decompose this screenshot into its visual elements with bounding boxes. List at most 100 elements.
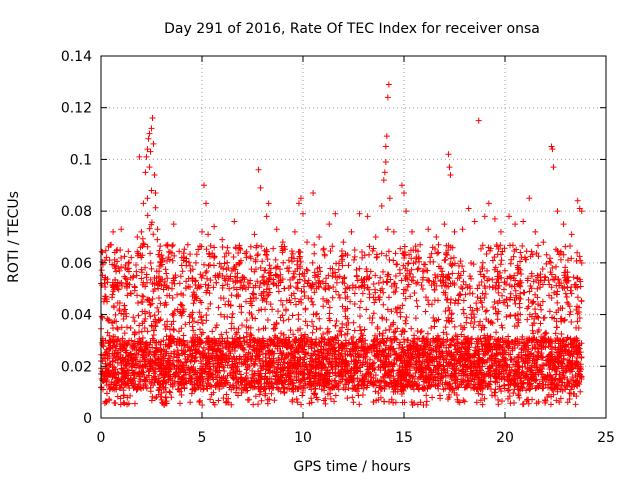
data-point — [411, 400, 418, 407]
data-point — [458, 355, 465, 362]
data-point — [415, 375, 422, 382]
data-point — [182, 371, 189, 378]
data-point — [362, 359, 369, 366]
data-point — [378, 358, 385, 365]
data-point — [443, 283, 450, 290]
data-point — [311, 289, 318, 296]
data-point — [496, 338, 503, 345]
data-point — [136, 373, 143, 380]
data-point — [502, 367, 509, 374]
data-point — [401, 243, 408, 250]
data-point — [249, 367, 256, 374]
data-point — [357, 298, 364, 305]
data-point — [402, 317, 409, 324]
data-point — [131, 318, 138, 325]
data-point — [541, 397, 548, 404]
data-point — [413, 297, 420, 304]
data-point — [558, 330, 565, 337]
data-point — [508, 356, 515, 363]
data-point — [265, 383, 272, 390]
data-point — [232, 273, 239, 280]
data-point — [302, 318, 309, 325]
data-point — [98, 267, 105, 274]
data-point — [492, 341, 499, 348]
data-point — [497, 261, 504, 268]
data-point — [280, 317, 287, 324]
data-point — [435, 249, 442, 256]
data-point — [256, 349, 263, 356]
data-point — [221, 368, 228, 375]
data-point — [338, 345, 345, 352]
data-point — [243, 323, 250, 330]
data-point — [130, 314, 137, 321]
data-point — [220, 395, 227, 402]
data-point — [564, 376, 571, 383]
data-point — [443, 242, 450, 249]
data-point — [146, 225, 153, 232]
data-point — [482, 291, 489, 298]
data-point — [414, 279, 421, 286]
data-point — [566, 359, 573, 366]
data-point — [474, 307, 481, 314]
data-point — [344, 326, 351, 333]
data-point — [504, 387, 511, 394]
data-point — [467, 336, 474, 343]
data-point — [189, 293, 196, 300]
data-point — [188, 337, 195, 344]
data-point — [109, 319, 116, 326]
data-point — [293, 301, 300, 308]
data-point — [500, 339, 507, 346]
data-point — [491, 360, 498, 367]
data-point — [456, 344, 463, 351]
data-point — [372, 272, 379, 279]
data-point — [356, 265, 363, 272]
data-point — [301, 376, 308, 383]
data-point — [139, 292, 146, 299]
data-point — [567, 308, 574, 315]
data-point — [320, 245, 327, 252]
data-point — [449, 244, 456, 251]
data-point — [356, 323, 363, 330]
data-point — [280, 371, 287, 378]
data-point — [106, 337, 113, 344]
data-point — [568, 255, 575, 262]
data-point — [336, 373, 343, 380]
data-point — [164, 258, 171, 265]
data-point — [140, 240, 147, 247]
data-point — [574, 274, 581, 281]
data-point — [207, 366, 214, 373]
data-point — [497, 343, 504, 350]
data-point — [150, 318, 157, 325]
data-point — [176, 388, 183, 395]
data-point — [322, 395, 329, 402]
data-point — [552, 330, 559, 337]
data-point — [169, 279, 176, 286]
data-point — [474, 294, 481, 301]
data-point — [246, 343, 253, 350]
data-point — [156, 281, 163, 288]
data-point — [514, 311, 521, 318]
data-point — [414, 345, 421, 352]
data-point — [145, 351, 152, 358]
data-point — [515, 392, 522, 399]
data-point — [195, 246, 202, 253]
data-point — [463, 314, 470, 321]
data-point — [524, 354, 531, 361]
data-point — [180, 337, 187, 344]
data-point — [290, 290, 297, 297]
data-point — [537, 271, 544, 278]
data-point — [202, 339, 209, 346]
data-point — [322, 400, 329, 407]
data-point — [155, 387, 162, 394]
data-point — [198, 243, 205, 250]
data-point — [539, 298, 546, 305]
data-point — [431, 318, 438, 325]
data-point — [372, 332, 379, 339]
data-point — [370, 399, 377, 406]
data-point — [390, 257, 397, 264]
data-point — [442, 385, 449, 392]
data-point — [154, 236, 161, 243]
data-point — [529, 300, 536, 307]
data-point — [483, 371, 490, 378]
data-point — [174, 291, 181, 298]
